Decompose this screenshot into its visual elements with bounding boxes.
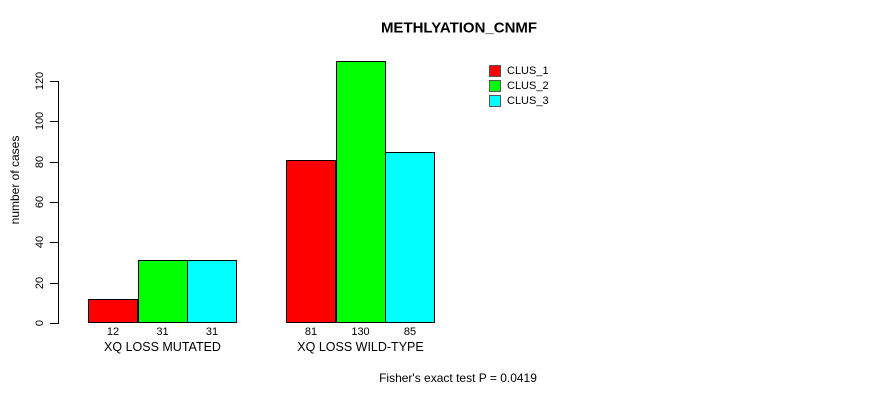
y-tick-label: 120: [34, 71, 46, 91]
y-tick: [50, 202, 58, 203]
y-tick-label: 20: [34, 276, 46, 289]
footnote: Fisher's exact test P = 0.0419: [379, 371, 537, 385]
y-tick: [50, 161, 58, 163]
bar-value-label: 31: [205, 326, 219, 338]
chart-title: METHLYATION_CNMF: [380, 19, 538, 37]
bar-clus_1: [88, 298, 138, 323]
bar-clus_1: [286, 159, 336, 323]
y-axis-title: number of cases: [8, 135, 22, 225]
bar-clus_2: [335, 60, 386, 323]
bar-value-label: 130: [351, 326, 370, 338]
y-tick-label: 60: [34, 195, 46, 209]
legend-item-clus_1: CLUS_1: [489, 64, 549, 78]
legend-item-clus_3: CLUS_3: [489, 94, 549, 108]
bar-value-label: 31: [156, 326, 169, 338]
bar-clus_3: [187, 260, 237, 323]
bar-value-label: 85: [403, 326, 417, 338]
legend-label: CLUS_1: [507, 65, 549, 77]
y-tick-label: 40: [34, 236, 46, 249]
bar-clus_2: [137, 260, 188, 323]
legend-swatch: [489, 95, 501, 107]
y-tick: [50, 242, 58, 244]
y-tick: [50, 323, 58, 324]
legend-label: CLUS_3: [507, 95, 549, 107]
y-tick-label: 100: [34, 112, 46, 131]
bar-value-label: 81: [304, 326, 318, 338]
y-tick: [50, 81, 58, 82]
y-tick-label: 80: [34, 155, 46, 168]
x-group-label: XQ LOSS WILD-TYPE: [297, 340, 424, 354]
legend-swatch: [489, 80, 501, 92]
y-tick: [50, 282, 58, 284]
x-group-label: XQ LOSS MUTATED: [104, 340, 221, 354]
legend-label: CLUS_2: [507, 80, 549, 92]
bar-value-label: 12: [106, 326, 120, 338]
legend-swatch: [489, 65, 501, 77]
y-tick: [50, 121, 58, 123]
bar-clus_3: [385, 151, 435, 323]
legend-item-clus_2: CLUS_2: [489, 79, 549, 93]
y-tick-label: 0: [34, 319, 46, 327]
y-axis-line: [58, 81, 59, 324]
